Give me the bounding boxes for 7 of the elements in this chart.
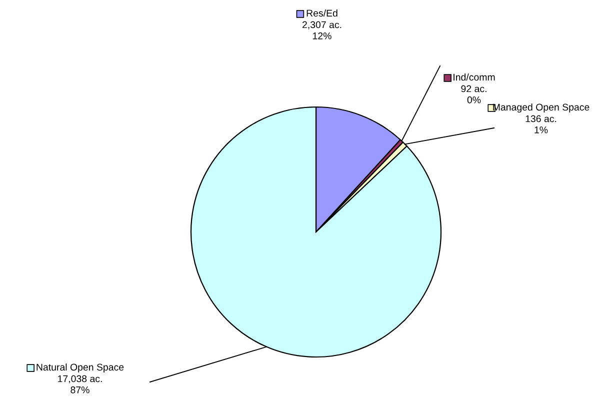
data-label: 2,307 ac. 12% <box>302 21 342 40</box>
legend-label: Natural Open Space <box>36 363 124 373</box>
data-label: 17,038 ac. 87% <box>58 375 102 394</box>
data-label: 136 ac. 1% <box>526 115 556 134</box>
data-label: 92 ac. 0% <box>461 85 486 104</box>
legend-label: Res/Ed <box>306 9 338 17</box>
legend-label: Ind/comm <box>454 73 495 81</box>
